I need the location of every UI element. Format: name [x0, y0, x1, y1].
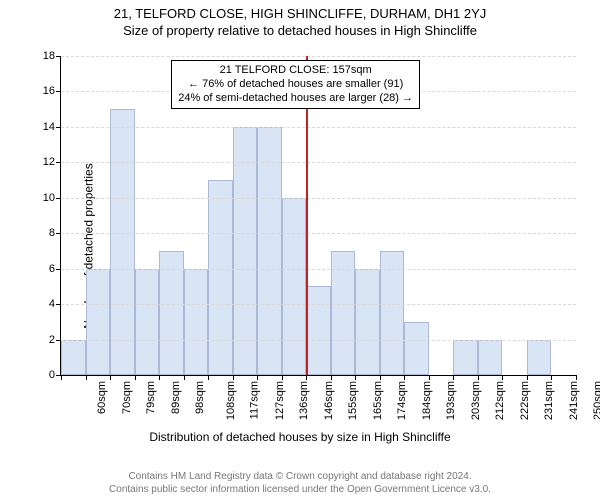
y-tick-label: 12 — [43, 156, 61, 168]
histogram-bar — [282, 198, 307, 375]
x-tick-label: 250sqm — [593, 381, 600, 420]
x-tick-label: 241sqm — [568, 381, 580, 420]
histogram-bar — [135, 269, 160, 375]
x-tick-mark — [110, 375, 111, 380]
y-tick-label: 4 — [49, 298, 61, 310]
x-tick-mark — [135, 375, 136, 380]
x-tick-label: 193sqm — [445, 381, 457, 420]
x-tick-mark — [184, 375, 185, 380]
y-gridline — [61, 127, 576, 128]
annotation-line: 21 TELFORD CLOSE: 157sqm — [178, 64, 413, 78]
x-tick-label: 165sqm — [372, 381, 384, 420]
plot-area: 21 TELFORD CLOSE: 157sqm← 76% of detache… — [60, 56, 576, 376]
x-tick-mark — [429, 375, 430, 380]
x-tick-label: 184sqm — [421, 381, 433, 420]
y-tick-label: 0 — [49, 369, 61, 381]
y-tick-label: 16 — [43, 85, 61, 97]
x-tick-label: 203sqm — [470, 381, 482, 420]
histogram-bar — [527, 340, 552, 375]
annotation-box: 21 TELFORD CLOSE: 157sqm← 76% of detache… — [171, 60, 420, 109]
x-tick-mark — [355, 375, 356, 380]
y-gridline — [61, 340, 576, 341]
histogram-bar — [86, 269, 111, 375]
x-tick-label: 155sqm — [347, 381, 359, 420]
chart-title-2: Size of property relative to detached ho… — [0, 23, 600, 38]
histogram-bar — [184, 269, 209, 375]
x-tick-label: 212sqm — [495, 381, 507, 420]
x-tick-label: 108sqm — [225, 381, 237, 420]
x-axis-label: Distribution of detached houses by size … — [0, 430, 600, 444]
chart-container: Number of detached properties 21 TELFORD… — [0, 46, 600, 446]
y-tick-label: 2 — [49, 334, 61, 346]
annotation-line: ← 76% of detached houses are smaller (91… — [178, 78, 413, 92]
x-tick-label: 60sqm — [96, 381, 108, 414]
x-tick-label: 231sqm — [544, 381, 556, 420]
histogram-bar — [404, 322, 429, 375]
x-tick-mark — [159, 375, 160, 380]
x-tick-mark — [233, 375, 234, 380]
x-tick-mark — [208, 375, 209, 380]
histogram-bar — [61, 340, 86, 375]
histogram-bar — [478, 340, 503, 375]
x-tick-mark — [61, 375, 62, 380]
x-tick-mark — [404, 375, 405, 380]
x-tick-mark — [576, 375, 577, 380]
x-tick-mark — [331, 375, 332, 380]
chart-title-1: 21, TELFORD CLOSE, HIGH SHINCLIFFE, DURH… — [0, 6, 600, 21]
x-tick-mark — [478, 375, 479, 380]
y-gridline — [61, 162, 576, 163]
x-tick-mark — [257, 375, 258, 380]
x-tick-label: 89sqm — [170, 381, 182, 414]
histogram-bar — [355, 269, 380, 375]
y-gridline — [61, 269, 576, 270]
y-gridline — [61, 56, 576, 57]
histogram-bar — [233, 127, 258, 375]
histogram-bar — [208, 180, 233, 375]
x-tick-label: 222sqm — [519, 381, 531, 420]
x-tick-mark — [380, 375, 381, 380]
x-tick-label: 127sqm — [274, 381, 286, 420]
histogram-bar — [306, 286, 331, 375]
x-tick-mark — [282, 375, 283, 380]
x-tick-label: 174sqm — [396, 381, 408, 420]
y-tick-label: 8 — [49, 227, 61, 239]
histogram-bar — [453, 340, 478, 375]
x-tick-mark — [453, 375, 454, 380]
x-tick-label: 146sqm — [323, 381, 335, 420]
y-gridline — [61, 233, 576, 234]
y-tick-label: 6 — [49, 263, 61, 275]
x-tick-mark — [527, 375, 528, 380]
y-tick-label: 14 — [43, 121, 61, 133]
x-tick-mark — [306, 375, 307, 380]
histogram-bar — [257, 127, 282, 375]
y-gridline — [61, 304, 576, 305]
histogram-bar — [110, 109, 135, 375]
y-gridline — [61, 198, 576, 199]
x-tick-mark — [551, 375, 552, 380]
annotation-line: 24% of semi-detached houses are larger (… — [178, 92, 413, 106]
y-tick-label: 18 — [43, 50, 61, 62]
x-tick-label: 98sqm — [194, 381, 206, 414]
x-tick-label: 117sqm — [248, 381, 260, 419]
y-tick-label: 10 — [43, 192, 61, 204]
footer-line-1: Contains HM Land Registry data © Crown c… — [0, 471, 600, 484]
footer-attribution: Contains HM Land Registry data © Crown c… — [0, 471, 600, 496]
x-tick-label: 136sqm — [298, 381, 310, 420]
footer-line-2: Contains public sector information licen… — [0, 484, 600, 497]
x-tick-label: 79sqm — [145, 381, 157, 414]
x-tick-label: 70sqm — [121, 381, 133, 414]
x-tick-mark — [502, 375, 503, 380]
x-tick-mark — [86, 375, 87, 380]
